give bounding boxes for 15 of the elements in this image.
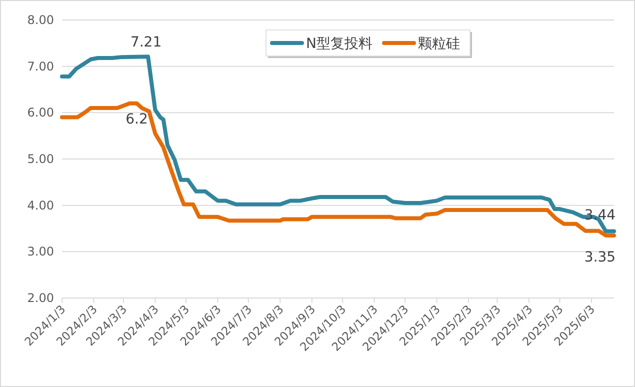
- legend-label: 颗粒硅: [418, 36, 460, 52]
- annotation: 3.35: [584, 249, 616, 266]
- legend-label: N型复投料: [306, 36, 372, 52]
- line-series: [60, 101, 616, 238]
- y-tick-label: 3.00: [27, 244, 54, 259]
- y-tick-label: 2.00: [27, 291, 54, 305]
- y-tick-label: 6.00: [27, 106, 54, 120]
- y-tick-label: 8.00: [27, 13, 54, 27]
- annotation: 6.2: [126, 111, 148, 128]
- y-tick-label: 7.00: [27, 59, 54, 74]
- annotation: 3.44: [584, 207, 616, 224]
- y-tick-label: 5.00: [27, 152, 54, 166]
- y-tick-label: 4.00: [27, 198, 54, 212]
- line-series: [60, 54, 616, 234]
- annotation: 7.21: [130, 34, 162, 51]
